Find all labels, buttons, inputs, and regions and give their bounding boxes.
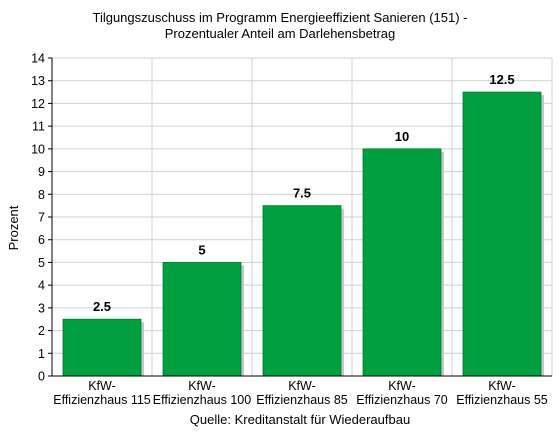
y-tick-label: 14	[31, 52, 45, 66]
x-category-label: KfW-	[288, 379, 316, 393]
y-tick-label: 8	[38, 188, 45, 202]
y-tick-label: 3	[38, 301, 45, 315]
y-axis-label: Prozent	[6, 205, 21, 250]
bar-value-label: 2.5	[93, 299, 111, 314]
y-tick-label: 6	[38, 233, 45, 247]
y-tick-label: 12	[31, 97, 45, 111]
x-category-label: Effizienzhaus 70	[356, 393, 448, 407]
chart-title-line-1: Tilgungszuschuss im Programm Energieeffi…	[92, 10, 467, 25]
y-tick-label: 7	[38, 211, 45, 225]
axes	[51, 58, 552, 377]
x-category-label: KfW-	[488, 379, 516, 393]
bar	[62, 318, 142, 377]
bars	[62, 91, 544, 377]
x-category-label: Effizienzhaus 85	[256, 393, 348, 407]
x-category-label: Effizienzhaus 55	[456, 393, 548, 407]
x-category-label: KfW-	[188, 379, 216, 393]
x-category-label: Effizienzhaus 115	[53, 393, 151, 407]
bar-value-label: 7.5	[293, 186, 311, 201]
bar	[462, 91, 542, 377]
bar-value-label: 5	[198, 242, 205, 257]
y-tick-label: 2	[38, 324, 45, 338]
chart-title-line-2: Prozentualer Anteil am Darlehensbetrag	[165, 26, 396, 41]
x-category-label: KfW-	[88, 379, 116, 393]
x-category-label: Effizienzhaus 100	[153, 393, 251, 407]
value-labels: 2.5 5 7.5 10 12.5	[93, 72, 515, 314]
bar-value-label: 10	[395, 129, 409, 144]
source-note: Quelle: Kreditanstalt für Wiederaufbau	[190, 412, 410, 427]
y-tick-label: 4	[38, 279, 45, 293]
y-tick-label: 10	[31, 142, 45, 156]
bar	[262, 205, 342, 377]
y-tick-label: 0	[38, 370, 45, 384]
y-tick-label: 1	[38, 347, 45, 361]
y-tick-label: 5	[38, 256, 45, 270]
y-tick-label: 13	[31, 74, 45, 88]
y-tick-label: 9	[38, 165, 45, 179]
bar	[162, 262, 242, 377]
bar	[362, 148, 442, 377]
bar-value-label: 12.5	[489, 72, 514, 87]
y-tick-label: 11	[32, 120, 45, 134]
x-category-label: KfW-	[388, 379, 416, 393]
